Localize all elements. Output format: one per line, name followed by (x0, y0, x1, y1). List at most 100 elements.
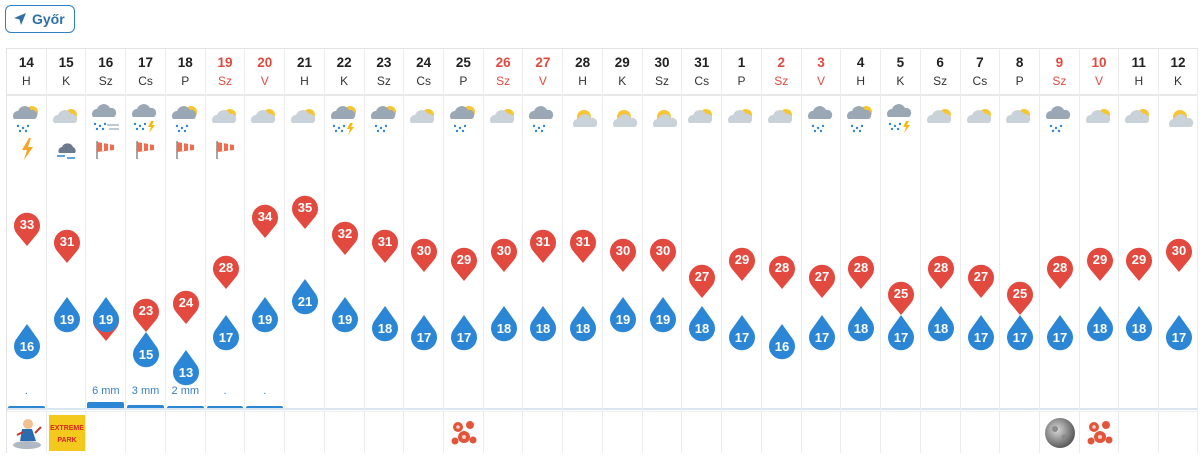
windsock-icon (94, 137, 118, 161)
extreme-park-badge-icon[interactable]: EXTREME PARK (48, 415, 85, 451)
precipitation-baseline (563, 408, 602, 410)
svg-text:19: 19 (258, 312, 272, 327)
header-divider (801, 94, 841, 96)
day-date: 19 (217, 55, 233, 70)
day-column[interactable]: 23 Sz 31 18 (363, 49, 404, 453)
day-column[interactable]: 29 K 30 19 (601, 49, 642, 453)
day-of-week: V (816, 74, 825, 88)
day-column[interactable]: 25 P 29 17 (443, 49, 483, 453)
day-date: 8 (1015, 55, 1024, 70)
day-column[interactable]: 1 P 29 17 (721, 49, 761, 453)
min-temp-marker: 17 (726, 313, 758, 353)
day-extra-cell (126, 411, 165, 452)
precipitation-baseline (324, 408, 364, 410)
day-extra-cell (1039, 411, 1079, 452)
day-extra-cell (920, 411, 960, 452)
precipitation-baseline (1079, 408, 1119, 410)
min-temp-marker: 18 (1123, 304, 1155, 344)
min-temp-marker: 18 (845, 304, 877, 344)
svg-text:16: 16 (775, 339, 789, 354)
day-date: 11 (1131, 55, 1146, 70)
day-column[interactable]: 2 Sz 28 16 (760, 49, 801, 453)
sun-cloud-rain-icon (169, 103, 203, 137)
header-divider (563, 94, 602, 96)
day-of-week: Cs (972, 74, 988, 88)
svg-text:18: 18 (695, 321, 709, 336)
windsock-icon (174, 137, 198, 161)
day-column[interactable]: 8 P 25 17 (999, 49, 1039, 453)
day-date: 15 (58, 55, 74, 70)
svg-text:17: 17 (735, 330, 749, 345)
day-date: 24 (416, 55, 432, 70)
day-date: 9 (1055, 55, 1064, 70)
sun-cloud-icon (1083, 103, 1117, 137)
precipitation-baseline (682, 408, 722, 410)
day-column[interactable]: 24 Cs 30 17 (403, 49, 444, 453)
day-column[interactable]: 6 Sz 28 18 (919, 49, 960, 453)
location-button[interactable]: Győr (5, 5, 75, 33)
header-divider (960, 94, 1000, 96)
max-temp-marker: 28 (845, 251, 877, 291)
day-extra-cell (444, 411, 483, 452)
header-divider (1039, 94, 1079, 96)
day-date: 28 (575, 55, 591, 70)
max-temp-marker: 28 (925, 251, 957, 291)
day-column[interactable]: 30 Sz 30 19 (641, 49, 682, 453)
day-column[interactable]: 10 V 29 18 (1078, 49, 1119, 453)
precipitation-baseline (960, 408, 1000, 410)
svg-text:18: 18 (497, 321, 511, 336)
svg-text:18: 18 (536, 321, 550, 336)
sun-cloud-rain-icon (10, 103, 44, 137)
day-column[interactable]: 22 K 32 19 (323, 49, 364, 453)
precipitation-baseline (404, 408, 444, 410)
day-extra-cell (960, 411, 1000, 452)
min-temp-marker: 17 (408, 313, 440, 353)
day-column[interactable]: 15 K 31 19 EXTREME PARK (45, 49, 86, 453)
max-temp-marker: 25 (1004, 277, 1036, 317)
day-extra-cell (285, 411, 324, 452)
svg-text:19: 19 (616, 312, 630, 327)
sun-cloud-small-icon (646, 103, 680, 137)
day-extra-cell (602, 411, 642, 452)
day-column[interactable]: 21 H 35 21 (284, 49, 324, 453)
day-column[interactable]: 3 V 27 17 (800, 49, 841, 453)
min-temp-marker: 17 (1004, 313, 1036, 353)
day-column[interactable]: 19 Sz 28 17. (204, 49, 245, 453)
day-column[interactable]: 17 Cs 23 15 3 mm (125, 49, 165, 453)
day-column[interactable]: 14 H 33 16. (6, 49, 46, 453)
svg-text:27: 27 (695, 269, 709, 284)
day-column[interactable]: 18 P 24 13 2 mm (164, 49, 205, 453)
precipitation-label: 6 mm (92, 385, 120, 397)
day-of-week: Sz (933, 74, 948, 88)
day-column[interactable]: 7 Cs 27 17 (959, 49, 1000, 453)
day-date: 18 (177, 55, 193, 70)
day-of-week: K (340, 74, 349, 88)
header-divider (86, 94, 126, 96)
sun-cloud-icon (765, 103, 799, 137)
day-of-week: V (260, 74, 269, 88)
svg-text:29: 29 (1092, 252, 1106, 267)
sun-cloud-rain-icon (368, 103, 402, 137)
svg-text:25: 25 (894, 286, 908, 301)
day-column[interactable]: 20 V 34 19. (244, 49, 285, 453)
day-column[interactable]: 5 K 25 17 (880, 49, 920, 453)
day-column[interactable]: 28 H 31 18 (562, 49, 602, 453)
day-column[interactable]: 16Sz22196 mm (85, 49, 126, 453)
svg-text:19: 19 (99, 312, 113, 327)
day-column[interactable]: 4 H 28 18 (840, 49, 881, 453)
day-of-week: Sz (496, 74, 511, 88)
day-extra-cell (563, 411, 602, 452)
day-column[interactable]: 31 Cs 27 18 (681, 49, 722, 453)
day-date: 6 (936, 55, 944, 70)
day-extra-cell (761, 411, 801, 452)
precipitation-bar (87, 402, 125, 408)
max-temp-marker: 30 (488, 234, 520, 274)
day-column[interactable]: 12 K 30 17 (1158, 49, 1198, 453)
day-column[interactable]: 26 Sz 30 18 (482, 49, 523, 453)
svg-text:30: 30 (616, 243, 630, 258)
max-temp-marker: 30 (408, 234, 440, 274)
day-column[interactable]: 9 Sz 28 17 (1038, 49, 1079, 453)
day-column[interactable]: 11 H 29 18 (1118, 49, 1159, 453)
day-column[interactable]: 27 V 31 18 (522, 49, 563, 453)
svg-text:23: 23 (139, 303, 153, 318)
